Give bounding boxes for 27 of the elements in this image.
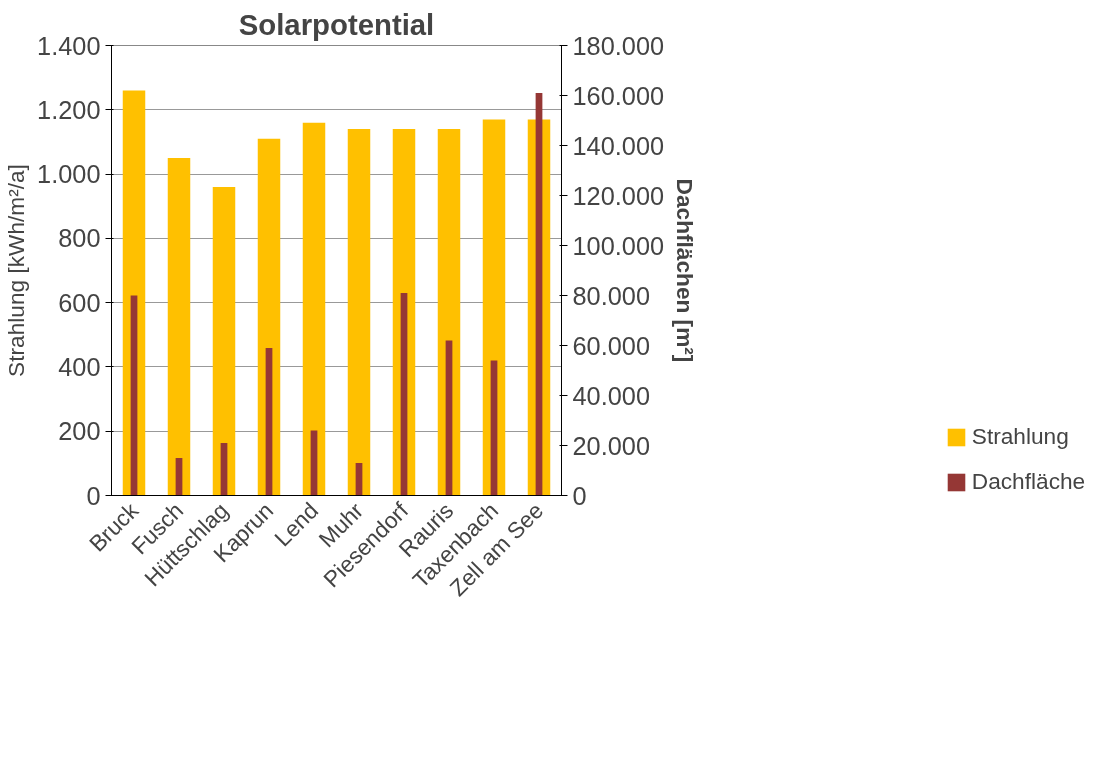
y-tick-label: 1.200 [37,95,101,124]
y2-tick-label: 140.000 [572,131,665,160]
y-axis-title: Strahlung [kWh/m²/a] [3,164,30,377]
bar [302,122,326,496]
bar [212,186,236,496]
y2-tick-label: 100.000 [572,231,665,260]
legend-label: Dachfläche [971,468,1086,495]
y2-tick-label: 0 [572,481,587,510]
y2-tick-label: 40.000 [572,381,650,410]
y-tick-label: 800 [58,224,101,253]
y-tick-label: 600 [58,288,101,317]
y2-tick-label: 180.000 [572,31,665,60]
y-tick-label: 200 [58,417,101,446]
y2-tick-label: 120.000 [572,181,665,210]
legend-label: Strahlung [971,423,1069,450]
y2-tick-label: 160.000 [572,81,665,110]
bar [167,158,191,496]
y2-axis-title: Dachflächen [m²] [672,178,699,363]
y-tick-label: 400 [58,352,101,381]
y-tick-label: 1.000 [37,160,101,189]
bar [347,129,371,496]
y-tick-label: 1.400 [37,31,101,60]
y2-tick-label: 20.000 [572,431,650,460]
y2-tick-label: 80.000 [572,281,650,310]
y-tick-label: 0 [86,481,101,510]
chart-title: Solarpotential [238,7,435,41]
y2-tick-label: 60.000 [572,331,650,360]
